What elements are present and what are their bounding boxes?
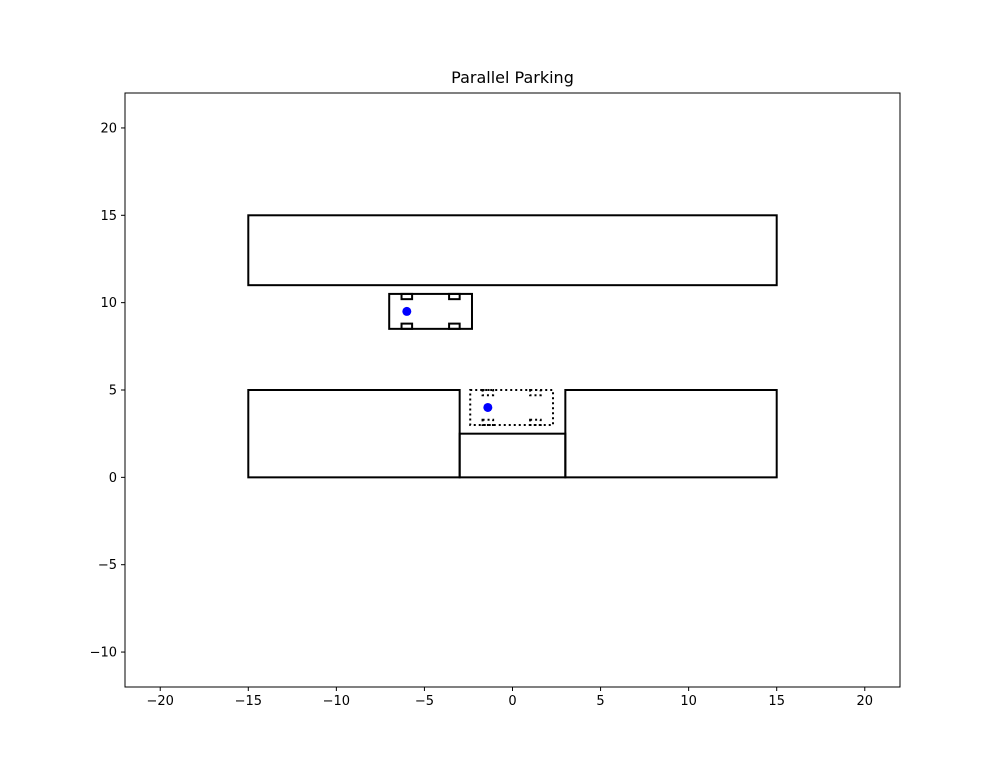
y-axis: −10 −5 0 5 10 15 20: [90, 121, 125, 661]
y-tick-label: 5: [109, 384, 117, 399]
current-car-wheel: [448, 322, 461, 330]
points: [402, 306, 493, 412]
point-current-position: [402, 306, 412, 316]
x-axis: −20 −15 −10 −5 0 5 10 15 20: [147, 687, 873, 709]
x-tick-label: 10: [680, 694, 697, 709]
obstacles: [247, 214, 778, 479]
goal-car-wheel: [481, 389, 495, 397]
y-tick-label: −5: [98, 558, 117, 573]
y-tick-label: −10: [90, 646, 117, 661]
obstacle-top-block: [247, 214, 778, 287]
current-car: [388, 292, 473, 330]
current-car-wheel: [400, 292, 414, 301]
x-tick-label: 0: [508, 694, 516, 709]
y-tick-label: 0: [109, 471, 117, 486]
x-tick-label: 5: [596, 694, 604, 709]
x-tick-label: −5: [415, 694, 434, 709]
x-tick-label: −15: [235, 694, 262, 709]
obstacle-curb-block: [458, 432, 567, 479]
chart-title: Parallel Parking: [451, 68, 574, 87]
cars: [388, 292, 555, 426]
goal-car-wheel: [529, 418, 542, 426]
y-tick-label: 15: [100, 209, 117, 224]
x-tick-label: 15: [768, 694, 785, 709]
y-tick-label: 20: [100, 121, 117, 136]
goal-car-wheel: [529, 389, 542, 397]
current-car-wheel: [400, 322, 414, 330]
goal-car-body: [469, 389, 555, 426]
point-goal-position: [483, 402, 493, 412]
x-tick-label: −10: [323, 694, 350, 709]
y-tick-label: 10: [100, 296, 117, 311]
x-tick-label: −20: [147, 694, 174, 709]
x-tick-label: 20: [856, 694, 873, 709]
goal-car: [469, 389, 555, 426]
current-car-body: [388, 292, 473, 330]
current-car-wheel: [448, 292, 461, 301]
goal-car-wheel: [481, 418, 495, 426]
